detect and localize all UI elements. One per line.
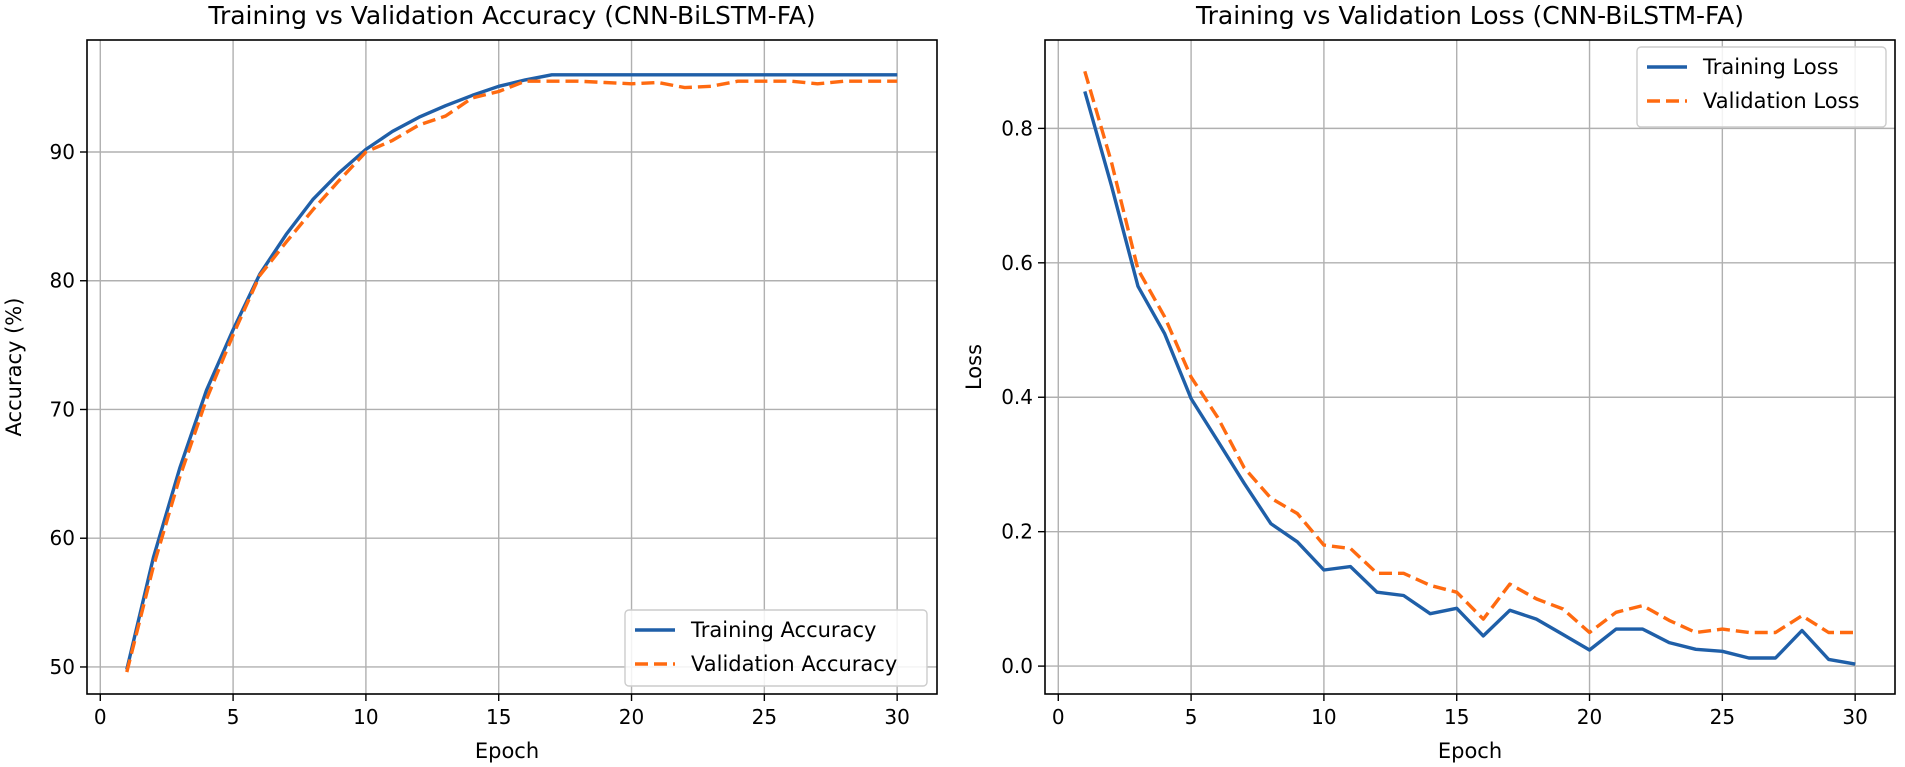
- accuracy-y-tick-label: 70: [50, 397, 75, 421]
- loss-legend-label: Training Loss: [1702, 55, 1839, 79]
- accuracy-x-tick-label: 20: [619, 705, 644, 729]
- accuracy-legend-frame: [624, 609, 928, 687]
- accuracy-legend: Training Accuracy Validation Accuracy: [624, 609, 928, 687]
- loss-ticks: 0 5 10 15 20 25 30 0.0 0.2 0.4 0.6 0.8: [1001, 116, 1868, 729]
- loss-x-tick-label: 15: [1444, 705, 1469, 729]
- loss-y-tick-label: 0.2: [1001, 520, 1033, 544]
- loss-legend: Training Loss Validation Loss: [1636, 46, 1887, 128]
- accuracy-y-tick-label: 60: [50, 526, 75, 550]
- accuracy-chart: Training vs Validation Accuracy (CNN-BiL…: [2, 1, 938, 763]
- loss-plot-frame: [1044, 39, 1896, 695]
- loss-y-tick-label: 0.8: [1001, 116, 1033, 140]
- loss-legend-label: Validation Loss: [1703, 89, 1859, 113]
- loss-x-axis-label: Epoch: [1438, 739, 1502, 763]
- accuracy-x-tick-label: 15: [486, 705, 511, 729]
- loss-y-tick-label: 0.6: [1001, 251, 1033, 275]
- accuracy-chart-title: Training vs Validation Accuracy (CNN-BiL…: [207, 1, 815, 30]
- loss-legend-frame: [1636, 46, 1887, 128]
- loss-x-tick-label: 20: [1577, 705, 1602, 729]
- loss-series-layer: [1083, 70, 1856, 666]
- accuracy-ticks: 0 5 10 15 20 25 30 50 60 70 80 90: [50, 140, 910, 729]
- accuracy-x-tick-label: 10: [353, 705, 378, 729]
- loss-x-tick-label: 0: [1052, 705, 1065, 729]
- loss-y-tick-label: 0.4: [1001, 385, 1033, 409]
- accuracy-y-tick-label: 90: [50, 140, 75, 164]
- loss-y-tick-label: 0.0: [1001, 654, 1033, 678]
- accuracy-x-axis-label: Epoch: [475, 739, 539, 763]
- loss-y-axis-label: Loss: [962, 344, 986, 390]
- accuracy-x-tick-label: 30: [884, 705, 909, 729]
- accuracy-legend-label: Validation Accuracy: [691, 652, 897, 676]
- accuracy-y-axis-label: Accuracy (%): [2, 298, 26, 437]
- accuracy-legend-label: Training Accuracy: [690, 618, 876, 642]
- loss-chart: Training vs Validation Loss (CNN-BiLSTM-…: [962, 1, 1896, 763]
- accuracy-series-layer: [125, 73, 898, 673]
- loss-x-tick-label: 25: [1710, 705, 1735, 729]
- loss-x-tick-label: 30: [1842, 705, 1867, 729]
- loss-gridlines: [1045, 40, 1895, 694]
- accuracy-validation-accuracy-line: [125, 79, 898, 673]
- loss-training-loss-line: [1083, 90, 1856, 666]
- accuracy-y-tick-label: 80: [50, 269, 75, 293]
- accuracy-x-tick-label: 5: [227, 705, 240, 729]
- accuracy-y-tick-label: 50: [50, 655, 75, 679]
- accuracy-x-tick-label: 25: [752, 705, 777, 729]
- accuracy-plot-frame: [86, 39, 938, 695]
- loss-x-tick-label: 10: [1311, 705, 1336, 729]
- accuracy-x-tick-label: 0: [94, 705, 107, 729]
- loss-chart-title: Training vs Validation Loss (CNN-BiLSTM-…: [1195, 1, 1744, 30]
- loss-x-tick-label: 5: [1185, 705, 1198, 729]
- loss-validation-loss-line: [1083, 70, 1856, 635]
